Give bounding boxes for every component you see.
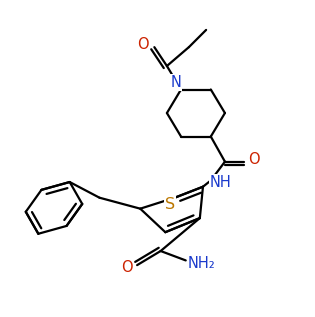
Text: NH₂: NH₂ xyxy=(187,256,215,271)
Text: S: S xyxy=(165,197,175,212)
Text: O: O xyxy=(138,36,149,52)
Text: N: N xyxy=(171,75,182,90)
Text: NH: NH xyxy=(209,175,231,190)
Text: O: O xyxy=(121,260,133,275)
Text: O: O xyxy=(248,152,260,167)
